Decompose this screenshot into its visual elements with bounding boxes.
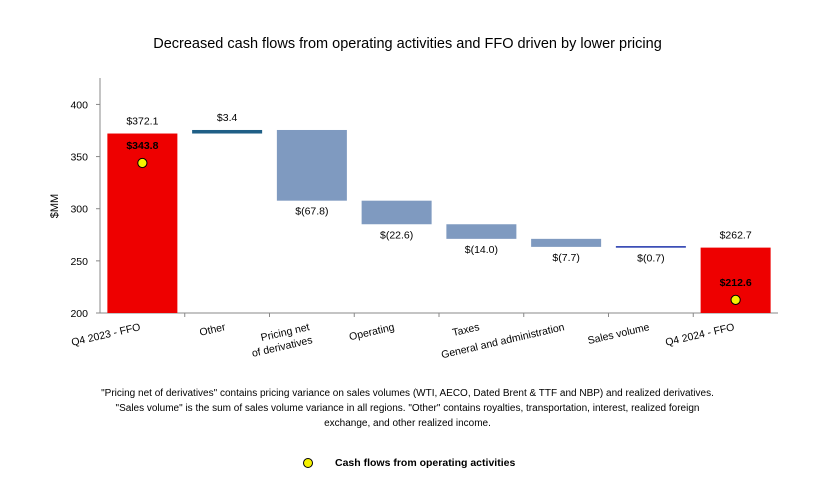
cash-flow-label-1: $212.6: [720, 277, 752, 289]
cash-flow-marker-0: [137, 157, 148, 169]
y-tick-label: 200: [70, 308, 88, 320]
footnote-line-3: exchange, and other realized income.: [324, 418, 491, 429]
bar-5: [531, 238, 602, 247]
cash-flow-marker-1: [730, 294, 741, 305]
chart-title: Decreased cash flows from operating acti…: [153, 36, 662, 52]
x-tick-label-q4-2024: Q4 2024 - FFO: [664, 321, 735, 349]
y-axis-label: $MM: [49, 194, 61, 218]
x-tick-label-sales-volume: Sales volume: [587, 321, 651, 347]
data-label-2: $(67.8): [295, 206, 328, 218]
axes: 200 250 300 350 400: [70, 78, 778, 320]
x-tick-label-taxes: Taxes: [451, 321, 480, 339]
bar-1: [192, 129, 263, 134]
bar-6: [615, 246, 686, 248]
y-tick-label: 400: [70, 99, 88, 111]
waterfall-chart: 200 250 300 350 400 $372.1 $3.4 $(67.8) $(22.6)…: [49, 78, 778, 361]
footnote: "Pricing net of derivatives" contains pr…: [40, 386, 775, 431]
data-label-5: $(7.7): [552, 252, 579, 264]
footnote-line-1: "Pricing net of derivatives" contains pr…: [101, 388, 714, 399]
bar-2: [276, 129, 347, 201]
data-label-6: $(0.7): [637, 253, 664, 265]
data-label-3: $(22.6): [380, 229, 413, 241]
x-tick-labels: Q4 2023 - FFO Other Pricing net of deriv…: [70, 321, 735, 361]
data-label-7: $262.7: [720, 230, 752, 242]
legend: Cash flows from operating activities: [303, 457, 515, 469]
x-tick-label-other: Other: [198, 321, 227, 339]
bar-3: [361, 200, 432, 225]
legend-marker-icon: [303, 458, 313, 468]
footnote-line-2: "Sales volume" is the sum of sales volum…: [115, 403, 700, 414]
legend-label: Cash flows from operating activities: [335, 457, 516, 469]
x-tick-label-q4-2023: Q4 2023 - FFO: [70, 321, 141, 349]
y-tick-label: 300: [70, 204, 88, 216]
data-label-4: $(14.0): [465, 244, 498, 256]
y-tick-label: 350: [70, 152, 88, 164]
data-label-1: $3.4: [217, 112, 238, 124]
data-label-0: $372.1: [126, 116, 158, 128]
y-tick-label: 250: [70, 256, 88, 268]
data-labels: $372.1 $3.4 $(67.8) $(22.6) $(14.0) $(7.7) $(0…: [126, 112, 752, 265]
cash-flow-label-0: $343.8: [126, 140, 158, 152]
cash-flow-markers: $343.8 $212.6: [126, 140, 752, 305]
x-tick-label-operating: Operating: [348, 321, 396, 343]
bars: [107, 129, 771, 313]
bar-4: [446, 224, 517, 239]
